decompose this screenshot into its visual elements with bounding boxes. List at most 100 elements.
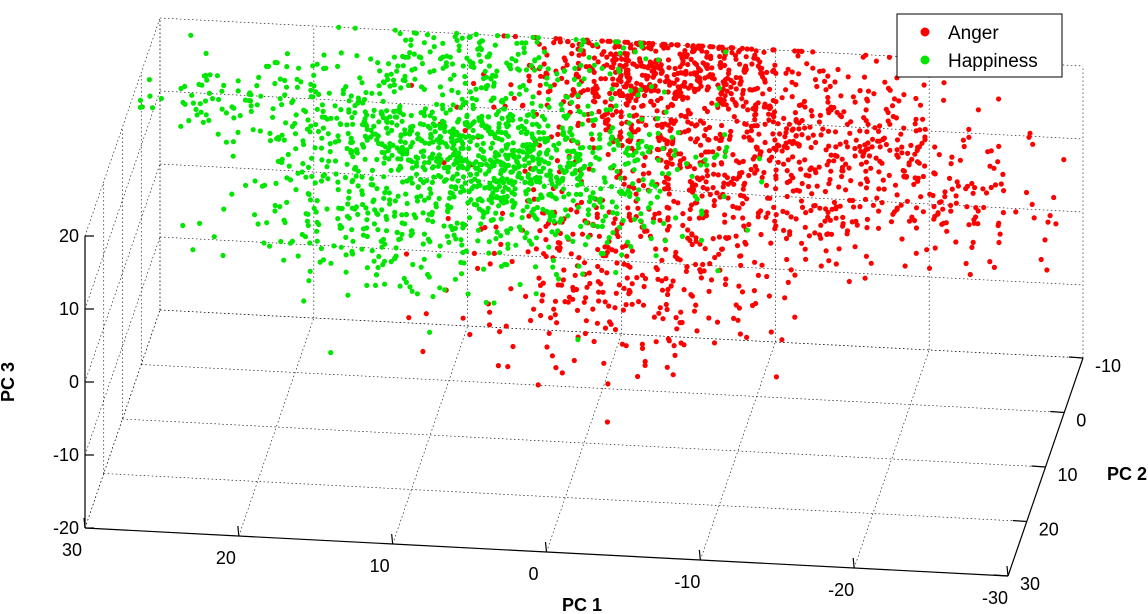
data-point-anger [503, 323, 509, 329]
data-point-happiness [613, 269, 619, 276]
data-point-anger [638, 233, 644, 239]
data-point-happiness [293, 146, 299, 152]
data-point-anger [762, 139, 768, 146]
data-point-happiness [319, 102, 325, 108]
data-point-happiness [399, 118, 405, 124]
data-point-anger [640, 182, 647, 189]
data-point-happiness [318, 245, 324, 252]
data-point-anger [734, 243, 741, 249]
data-point-happiness [594, 41, 600, 48]
data-point-anger [953, 200, 960, 206]
data-point-happiness [397, 30, 403, 37]
data-point-anger [602, 244, 608, 250]
data-point-anger [728, 84, 734, 90]
data-point-anger [746, 134, 752, 141]
data-point-happiness [409, 67, 415, 73]
data-point-anger [618, 129, 624, 135]
data-point-anger [851, 204, 857, 210]
data-point-happiness [418, 264, 424, 270]
data-point-anger [733, 302, 739, 308]
data-point-happiness [364, 265, 370, 271]
data-point-anger [862, 275, 868, 281]
data-point-happiness [349, 205, 355, 211]
data-point-happiness [498, 233, 504, 239]
data-point-happiness [352, 25, 358, 31]
data-point-happiness [520, 82, 526, 89]
data-point-anger [718, 91, 724, 97]
data-point-anger [537, 228, 543, 234]
data-point-anger [802, 157, 808, 163]
data-point-anger [665, 57, 672, 63]
data-point-happiness [607, 106, 614, 113]
data-point-happiness [282, 92, 288, 98]
data-point-anger [833, 261, 839, 267]
x-tick-mark [83, 517, 86, 529]
data-point-anger [684, 52, 690, 58]
data-point-happiness [287, 240, 293, 246]
data-point-anger [860, 153, 866, 159]
data-point-happiness [615, 66, 622, 72]
data-point-anger [722, 219, 728, 225]
data-point-happiness [466, 189, 472, 195]
data-point-anger [704, 168, 710, 174]
data-point-happiness [314, 228, 320, 234]
data-point-anger [584, 284, 590, 290]
data-point-anger [1030, 141, 1036, 147]
data-point-happiness [432, 129, 438, 135]
data-point-anger [739, 169, 745, 176]
data-point-happiness [301, 298, 307, 304]
data-point-happiness [460, 249, 466, 256]
data-point-happiness [519, 215, 525, 221]
data-point-anger [688, 202, 695, 208]
data-point-anger [853, 218, 859, 224]
data-point-anger [731, 114, 737, 120]
data-point-anger [639, 341, 646, 347]
data-point-happiness [509, 198, 515, 204]
data-point-anger [652, 211, 658, 217]
data-point-happiness [473, 31, 479, 37]
data-point-happiness [384, 108, 390, 114]
data-point-anger [671, 72, 677, 78]
data-point-happiness [615, 141, 621, 147]
data-point-anger [820, 126, 826, 132]
data-point-anger [707, 261, 713, 267]
data-point-happiness [486, 250, 492, 256]
data-point-anger [685, 227, 691, 233]
data-point-happiness [479, 198, 485, 204]
data-point-anger [733, 102, 739, 108]
data-point-anger [655, 88, 661, 94]
x-tick-label: 20 [216, 548, 236, 568]
data-point-anger [777, 131, 783, 137]
data-point-happiness [524, 230, 530, 236]
data-point-anger [718, 59, 724, 66]
data-point-happiness [544, 208, 550, 215]
data-point-happiness [384, 125, 390, 131]
data-point-happiness [539, 194, 545, 200]
data-point-happiness [293, 112, 299, 118]
data-point-happiness [375, 264, 381, 271]
data-point-anger [731, 80, 737, 86]
data-point-anger [691, 86, 697, 92]
data-point-happiness [543, 81, 549, 87]
data-point-anger [689, 180, 695, 186]
data-point-anger [683, 268, 690, 274]
data-point-anger [618, 56, 625, 62]
data-point-anger [665, 336, 672, 342]
data-point-anger [674, 77, 680, 83]
data-point-anger [641, 162, 647, 169]
data-point-happiness [547, 83, 554, 90]
data-point-anger [666, 65, 672, 71]
data-point-anger [680, 61, 686, 67]
data-point-anger [581, 299, 587, 305]
data-point-anger [541, 61, 547, 67]
data-point-anger [887, 87, 893, 93]
data-point-anger [894, 147, 900, 153]
data-point-anger [551, 40, 557, 46]
data-point-anger [590, 98, 597, 104]
data-point-anger [675, 42, 681, 48]
data-point-happiness [559, 107, 565, 113]
data-point-happiness [467, 139, 473, 145]
data-point-happiness [716, 85, 722, 91]
data-point-happiness [380, 98, 386, 104]
data-point-happiness [560, 186, 567, 192]
